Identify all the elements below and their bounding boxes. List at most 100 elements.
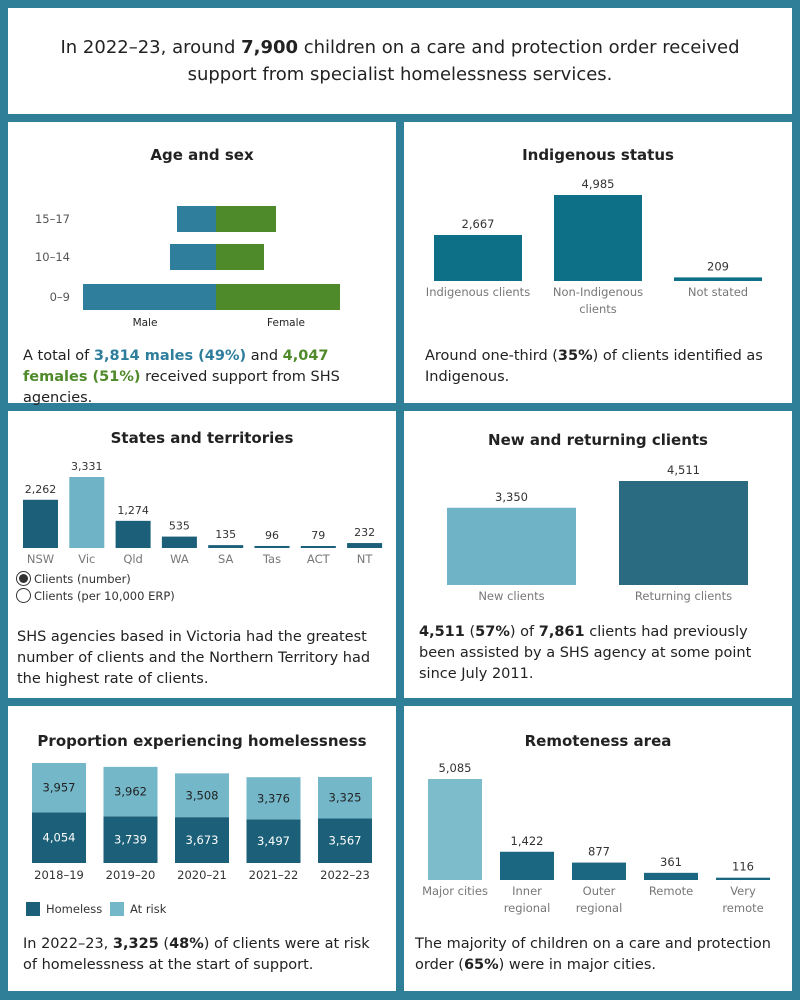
age-sex-summary-s3: and <box>246 348 283 364</box>
at-risk-value-label: 3,508 <box>186 788 219 802</box>
at-risk-bar <box>175 773 229 818</box>
bar-value-label: 4,511 <box>667 463 700 477</box>
states-title: States and territories <box>110 429 294 447</box>
year-label: 2018–19 <box>34 868 84 882</box>
category-label: remote <box>722 901 763 915</box>
header-text-pre: In 2022–23, around <box>60 37 242 58</box>
bar <box>554 195 642 281</box>
radio-clients-number[interactable]: Clients (number) <box>16 571 131 586</box>
new-returning-summary-total: 7,861 <box>538 624 585 640</box>
bar <box>572 862 626 880</box>
female-bar <box>216 284 340 310</box>
age-sex-summary-females: 4,047 females (51%) <box>23 348 329 385</box>
new-returning-summary: 4,511 (57%) of 7,861 clients had previou… <box>419 622 779 685</box>
header-text-bold: 7,900 <box>241 37 299 58</box>
year-label: 2022–23 <box>320 868 370 882</box>
new-returning-summary-returning: 4,511 <box>419 624 465 640</box>
bar <box>434 234 522 281</box>
age-sex-title: Age and sex <box>150 146 254 164</box>
category-label: Inner <box>512 884 542 898</box>
category-label: SA <box>218 552 234 566</box>
category-label: Remote <box>649 884 693 898</box>
homelessness-summary-s3: ( <box>158 936 170 952</box>
new-returning-summary-s6: clients had previously been assisted by … <box>419 624 752 682</box>
homelessness-summary-number: 3,325 <box>112 936 159 952</box>
at-risk-value-label: 3,325 <box>329 791 362 805</box>
indigenous-title: Indigenous status <box>522 146 674 164</box>
category-label: NT <box>357 552 374 566</box>
at-risk-bar <box>318 776 372 819</box>
bar-value-label: 1,274 <box>117 504 149 517</box>
category-label: Qld <box>123 552 143 566</box>
header-text-post: children on a care and protection order … <box>187 37 740 85</box>
bar <box>115 520 151 548</box>
age-sex-summary-males: 3,814 males (49%) <box>93 348 247 364</box>
states-summary: SHS agencies based in Victoria had the g… <box>17 629 371 687</box>
homeless-value-label: 4,054 <box>43 831 76 845</box>
homeless-legend-label: Homeless <box>46 902 103 916</box>
bar <box>428 779 482 880</box>
category-label: WA <box>170 552 189 566</box>
bar-value-label: 5,085 <box>439 761 472 775</box>
bar-value-label: 79 <box>311 529 325 542</box>
indigenous-summary-s3: ) of clients identified as Indigenous. <box>425 348 763 385</box>
homelessness-summary-pct: 48% <box>169 936 204 952</box>
radio-dot-icon[interactable] <box>16 571 31 586</box>
bar-value-label: 3,331 <box>71 460 103 473</box>
age-sex-summary-s5: received support from SHS agencies. <box>23 369 340 406</box>
bar <box>161 536 197 548</box>
radio-clients-rate[interactable]: Clients (per 10,000 ERP) <box>16 588 175 603</box>
female-bar <box>216 206 276 232</box>
remoteness-chart: 5,085 Major cities 1,422 Inner regional 877 Ou… <box>422 761 770 915</box>
homeless-bar <box>103 816 158 863</box>
category-label: ACT <box>307 552 331 566</box>
bar <box>208 545 244 548</box>
header-text: In 2022–23, around 7,900 children on a c… <box>28 34 772 88</box>
bar <box>644 872 698 880</box>
bar-value-label: 361 <box>660 855 682 869</box>
age-tick-label: 10–14 <box>35 250 70 264</box>
remoteness-title: Remoteness area <box>524 732 672 750</box>
at-risk-bar <box>246 777 301 820</box>
remoteness-summary-s1: The majority of children on a care and p… <box>415 936 771 973</box>
homeless-swatch <box>26 902 40 916</box>
bar <box>619 481 748 585</box>
radio-dot-icon[interactable] <box>16 588 31 603</box>
category-label: Non-Indigenous <box>553 285 643 299</box>
category-label: Returning clients <box>635 589 732 603</box>
new-returning-title: New and returning clients <box>488 431 708 449</box>
bar <box>300 546 336 548</box>
category-label: New clients <box>478 589 544 603</box>
bar <box>674 277 762 281</box>
at-risk-bar <box>103 766 158 817</box>
indigenous-summary-s1: Around one-third ( <box>425 348 558 364</box>
homeless-bar <box>318 818 372 863</box>
category-label: clients <box>579 302 617 316</box>
homelessness-summary-s5: ) of clients were at risk of homelessnes… <box>23 936 370 973</box>
remoteness-summary-s3: ) were in major cities. <box>498 957 656 973</box>
remoteness-summary-pct: 65% <box>463 957 499 973</box>
age-sex-panel: Age and sex 15–17 10–14 0–9 Male Female A to… <box>8 122 396 406</box>
male-axis-label: Male <box>133 317 158 329</box>
radio-clients-rate-label: Clients (per 10,000 ERP) <box>34 588 175 603</box>
bar-value-label: 2,667 <box>462 217 495 231</box>
bar <box>500 851 554 880</box>
bar <box>347 543 383 548</box>
states-panel: States and territories 2,262 NSW 3,331 Vic 1… <box>8 411 396 698</box>
at-risk-swatch <box>110 902 124 916</box>
indigenous-summary-pct: 35% <box>557 348 593 364</box>
homeless-value-label: 3,673 <box>186 833 219 847</box>
bar-value-label: 116 <box>732 860 754 874</box>
year-label: 2019–20 <box>106 868 156 882</box>
at-risk-value-label: 3,962 <box>114 785 147 799</box>
homelessness-legend-atrisk: At risk <box>110 902 166 916</box>
homeless-bar <box>32 812 86 863</box>
new-returning-summary-s4: ) of <box>509 624 539 640</box>
male-bar <box>177 206 216 232</box>
bar-value-label: 3,350 <box>495 490 528 504</box>
homelessness-legend-homeless: Homeless <box>26 902 102 916</box>
at-risk-bar <box>32 763 86 813</box>
category-label: Not stated <box>688 285 748 299</box>
homeless-bar <box>175 817 229 863</box>
age-sex-summary: A total of 3,814 males (49%) and 4,047 f… <box>23 346 383 409</box>
